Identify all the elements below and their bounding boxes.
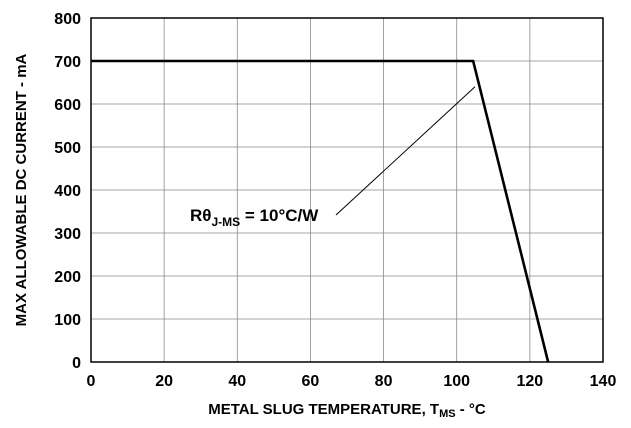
y-axis-ticks: 0 100 200 300 400 500 600 700 800 [54, 11, 81, 372]
x-tick-label: 40 [228, 373, 246, 390]
annotation-thermal-resistance: RθJ-MS = 10°C/W [190, 206, 319, 229]
y-tick-label: 700 [54, 54, 81, 71]
x-axis-title-main: METAL SLUG TEMPERATURE, T [208, 401, 439, 418]
grid [90, 17, 604, 363]
y-tick-label: 200 [54, 269, 81, 286]
y-tick-label: 400 [54, 183, 81, 200]
y-tick-label: 100 [54, 312, 81, 329]
x-tick-label: 20 [155, 373, 173, 390]
x-tick-label: 140 [590, 373, 617, 390]
x-axis-title-sub: MS [439, 408, 456, 420]
annotation-subscript: J-MS [211, 215, 240, 229]
x-tick-label: 100 [443, 373, 470, 390]
y-tick-label: 500 [54, 140, 81, 157]
x-tick-label: 80 [375, 373, 393, 390]
x-axis-ticks: 0 20 40 60 80 100 120 140 [87, 373, 617, 390]
y-tick-label: 600 [54, 97, 81, 114]
y-tick-label: 0 [72, 355, 81, 372]
series-line [91, 59, 550, 363]
x-axis-title: METAL SLUG TEMPERATURE, TMS - °C [208, 401, 486, 420]
x-axis-title-suffix: - °C [456, 401, 486, 418]
y-tick-label: 300 [54, 226, 81, 243]
annotation-theta: θ [202, 206, 211, 225]
plot-frame [90, 17, 604, 363]
x-tick-label: 0 [87, 373, 96, 390]
annotation-prefix: R [190, 206, 202, 225]
annotation-suffix: = 10°C/W [240, 206, 319, 225]
y-tick-label: 800 [54, 11, 81, 28]
annotation-leader-line [335, 86, 476, 216]
y-axis-title: MAX ALLOWABLE DC CURRENT - mA [13, 53, 30, 326]
series-layer [91, 59, 550, 363]
x-tick-label: 120 [517, 373, 544, 390]
x-tick-label: 60 [302, 373, 320, 390]
